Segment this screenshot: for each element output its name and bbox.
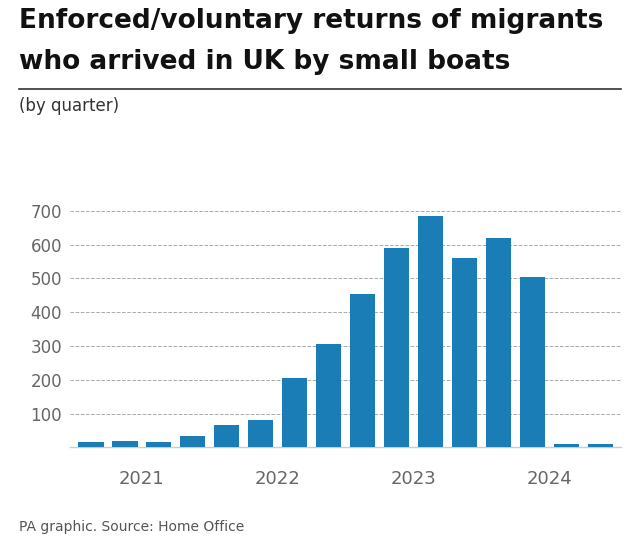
Bar xyxy=(282,378,307,447)
Bar xyxy=(248,420,273,447)
Text: (by quarter): (by quarter) xyxy=(19,97,119,115)
Bar xyxy=(316,344,341,447)
Bar xyxy=(214,425,239,447)
Bar xyxy=(452,258,477,447)
Bar xyxy=(146,443,172,447)
Text: 2023: 2023 xyxy=(390,470,436,488)
Bar xyxy=(554,444,579,447)
Text: 2024: 2024 xyxy=(527,470,572,488)
Bar xyxy=(588,444,613,447)
Bar xyxy=(180,436,205,447)
Text: PA graphic. Source: Home Office: PA graphic. Source: Home Office xyxy=(19,520,244,534)
Text: who arrived in UK by small boats: who arrived in UK by small boats xyxy=(19,49,511,74)
Bar xyxy=(418,216,444,447)
Bar xyxy=(384,248,410,447)
Bar xyxy=(78,443,104,447)
Bar xyxy=(520,277,545,447)
Bar xyxy=(112,440,138,447)
Text: 2022: 2022 xyxy=(255,470,301,488)
Text: 2021: 2021 xyxy=(119,470,164,488)
Text: Enforced/voluntary returns of migrants: Enforced/voluntary returns of migrants xyxy=(19,8,604,34)
Bar xyxy=(350,294,375,447)
Bar xyxy=(486,238,511,447)
